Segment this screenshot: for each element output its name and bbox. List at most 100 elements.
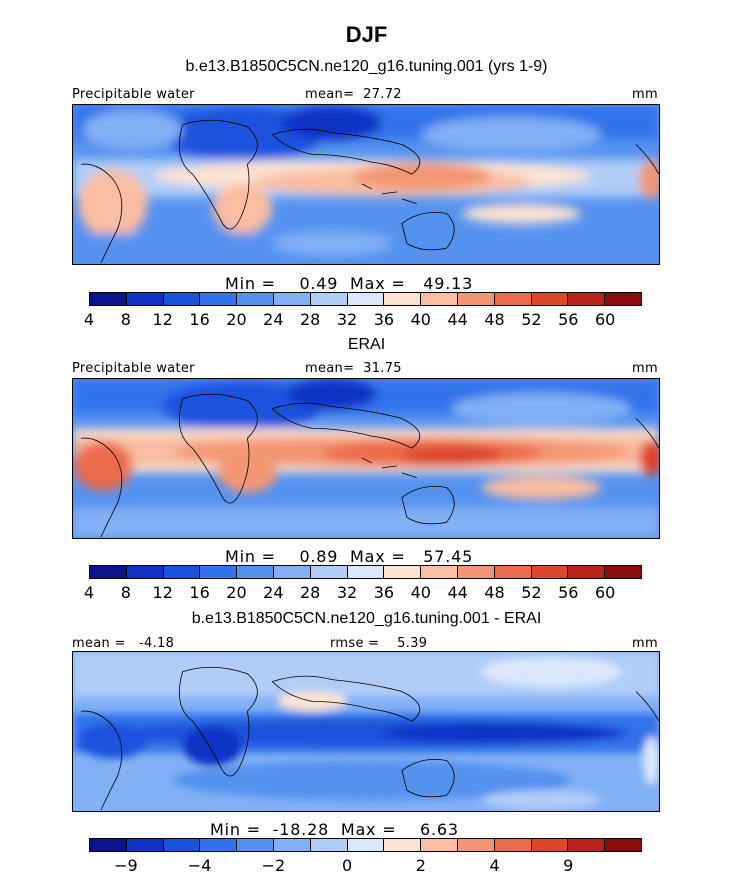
colorbar-swatch bbox=[163, 839, 201, 851]
colorbar-tick-label: 60 bbox=[594, 583, 616, 602]
colorbar-swatch bbox=[237, 293, 274, 305]
panel1-map bbox=[72, 104, 660, 265]
colorbar-tick-label: 4 bbox=[83, 310, 95, 329]
panel2-units: mm bbox=[632, 361, 658, 376]
colorbar-tick-label: 8 bbox=[120, 583, 131, 602]
colorbar-swatch bbox=[568, 839, 606, 851]
panel3-title: b.e13.B1850C5CN.ne120_g16.tuning.001 - E… bbox=[191, 610, 542, 627]
panel3-mean-label: mean = bbox=[72, 636, 126, 651]
panel2-max-value: 57.45 bbox=[423, 547, 474, 566]
colorbar-swatch bbox=[568, 293, 606, 305]
colorbar-tick-label: 24 bbox=[263, 583, 284, 602]
colorbar-tick-label: 4 bbox=[83, 583, 95, 602]
colorbar-swatch bbox=[273, 293, 311, 305]
colorbar-tick-label: 40 bbox=[410, 583, 431, 602]
panel3-minmax: Min = -18.28 Max = 6.63 bbox=[210, 820, 459, 839]
colorbar-tick-label: 36 bbox=[373, 310, 395, 329]
colorbar-tick-label: 48 bbox=[484, 310, 505, 329]
panel2-colorbar bbox=[89, 565, 642, 579]
colorbar-tick-label: 20 bbox=[226, 583, 247, 602]
panel2-title: ERAI bbox=[347, 336, 386, 353]
colorbar-swatch bbox=[126, 839, 164, 851]
colorbar-swatch bbox=[494, 293, 532, 305]
colorbar-tick-label: 16 bbox=[189, 583, 210, 602]
colorbar-tick-label: 24 bbox=[263, 310, 284, 329]
colorbar-swatch bbox=[90, 839, 127, 851]
panel1-mean-label: mean= bbox=[305, 87, 355, 102]
panel2-coastlines bbox=[80, 393, 659, 538]
colorbar-tick-label: 28 bbox=[300, 310, 321, 329]
colorbar-swatch bbox=[384, 293, 422, 305]
colorbar-tick-label: 32 bbox=[336, 310, 358, 329]
colorbar-swatch bbox=[347, 293, 385, 305]
panel1-title: b.e13.B1850C5CN.ne120_g16.tuning.001 (yr… bbox=[185, 58, 548, 75]
panel3-max-label: Max = bbox=[340, 820, 397, 839]
figure-title: DJF bbox=[345, 22, 388, 47]
colorbar-swatch bbox=[310, 566, 348, 578]
colorbar-tick-label: 44 bbox=[447, 583, 468, 602]
panel3-units: mm bbox=[632, 636, 658, 651]
colorbar-tick-label: 28 bbox=[300, 583, 321, 602]
colorbar-swatch bbox=[90, 293, 127, 305]
colorbar-tick-label: 60 bbox=[594, 310, 616, 329]
colorbar-swatch bbox=[126, 566, 164, 578]
colorbar-tick-label: −4 bbox=[187, 856, 212, 875]
colorbar-tick-label: 12 bbox=[152, 583, 173, 602]
colorbar-swatch bbox=[568, 566, 606, 578]
colorbar-tick-label: 36 bbox=[373, 583, 395, 602]
colorbar-swatch bbox=[237, 839, 274, 851]
panel3-min-label: Min = bbox=[210, 820, 261, 839]
colorbar-swatch bbox=[384, 566, 422, 578]
colorbar-tick-label: 56 bbox=[558, 310, 579, 329]
panel1-colorbar bbox=[89, 292, 642, 306]
colorbar-swatch bbox=[457, 566, 495, 578]
panel1-coastlines bbox=[80, 119, 659, 264]
panel2-min-label: Min = bbox=[225, 547, 276, 566]
colorbar-swatch bbox=[531, 293, 569, 305]
colorbar-swatch bbox=[347, 566, 385, 578]
panel1-max-label: Max = bbox=[350, 274, 406, 293]
panel3-mean-value: -4.18 bbox=[139, 636, 175, 651]
colorbar-swatch bbox=[347, 839, 385, 851]
panel2-min-value: 0.89 bbox=[299, 547, 339, 566]
panel3-colorbar bbox=[89, 838, 642, 852]
panel1-mean-value: 27.72 bbox=[363, 87, 402, 102]
colorbar-tick-label: 48 bbox=[484, 583, 505, 602]
panel3-mean: mean = -4.18 bbox=[72, 636, 174, 651]
panel2-mean-value: 31.75 bbox=[363, 361, 402, 376]
colorbar-tick-label: 16 bbox=[189, 310, 210, 329]
colorbar-tick-label: −2 bbox=[261, 856, 286, 875]
colorbar-swatch bbox=[457, 839, 495, 851]
panel2-minmax: Min = 0.89 Max = 57.45 bbox=[225, 547, 473, 566]
colorbar-swatch bbox=[494, 566, 532, 578]
colorbar-swatch bbox=[384, 839, 422, 851]
colorbar-swatch bbox=[531, 566, 569, 578]
colorbar-tick-label: 2 bbox=[415, 856, 426, 875]
colorbar-swatch bbox=[200, 839, 238, 851]
panel3-map bbox=[72, 651, 660, 812]
colorbar-swatch bbox=[605, 566, 641, 578]
panel2-max-label: Max = bbox=[350, 547, 406, 566]
colorbar-tick-label: 12 bbox=[152, 310, 173, 329]
colorbar-tick-label: 0 bbox=[341, 856, 353, 875]
colorbar-swatch bbox=[605, 293, 641, 305]
colorbar-tick-label: 32 bbox=[336, 583, 358, 602]
colorbar-swatch bbox=[163, 566, 201, 578]
colorbar-tick-label: 4 bbox=[489, 856, 500, 875]
panel2-mean-label: mean= bbox=[305, 361, 355, 376]
colorbar-swatch bbox=[421, 566, 458, 578]
colorbar-tick-label: 52 bbox=[521, 583, 542, 602]
panel1-units: mm bbox=[632, 87, 658, 102]
colorbar-swatch bbox=[163, 293, 201, 305]
panel3-rmse: rmse = 5.39 bbox=[330, 636, 427, 651]
panel3-min-value: -18.28 bbox=[272, 820, 330, 839]
colorbar-swatch bbox=[310, 839, 348, 851]
colorbar-swatch bbox=[421, 293, 458, 305]
colorbar-tick-label: 9 bbox=[563, 856, 574, 875]
colorbar-swatch bbox=[605, 839, 641, 851]
colorbar-swatch bbox=[200, 293, 238, 305]
panel3-coastlines bbox=[80, 666, 659, 811]
colorbar-swatch bbox=[273, 839, 311, 851]
colorbar-swatch bbox=[494, 839, 532, 851]
panel1-mean: mean= 27.72 bbox=[305, 87, 402, 102]
